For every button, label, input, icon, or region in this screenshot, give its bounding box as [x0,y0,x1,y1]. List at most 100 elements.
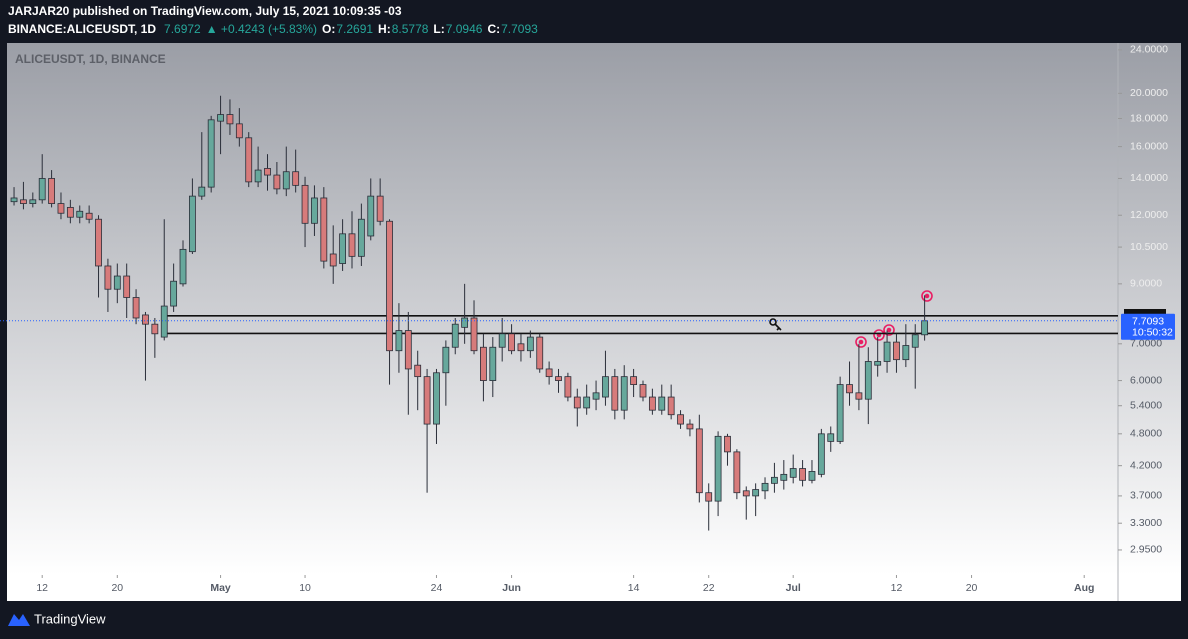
candle-body [66,206,74,218]
x-tick-label: Jun [502,582,521,594]
price-label: 7.7093 [1132,316,1164,328]
candle-body [217,114,224,122]
candle-body [489,346,497,381]
header-value: 7.6972 [164,22,201,36]
chart-title: ALICEUSDT, 1D, BINANCE [15,52,166,66]
highlight-dot [924,293,930,299]
candle-body [311,197,318,224]
brand: TradingView [34,611,106,626]
header-value: C: [487,22,500,36]
candle-body [667,396,675,416]
x-tick-label: 20 [966,582,978,594]
candle-body [602,376,609,398]
candle-body [48,178,55,204]
y-tick-label: 14.0000 [1130,172,1168,184]
candle-body [705,492,713,502]
symbol-line: BINANCE:ALICEUSDT, 1D 7.6972 ▲ +0.4243 (+… [8,22,538,36]
candle-body [132,297,140,319]
y-tick-label: 7.0000 [1130,338,1162,350]
candle-body [273,174,281,190]
candle-body [883,341,891,362]
candle-body [733,451,741,494]
candle-body [508,333,515,352]
candle-body [235,123,243,139]
highlight [855,336,867,348]
candle-body [160,305,168,338]
candle-body [442,346,450,374]
candle-body [630,376,638,385]
candle-body [320,197,328,262]
candle-body [10,197,18,203]
key-tooth [776,327,780,331]
publish-line: JARJAR20 published on TradingView.com, J… [8,4,402,18]
x-tick-label: 24 [431,582,443,594]
y-tick-label: 9.0000 [1130,278,1162,290]
chart-background [7,43,1181,575]
candle-body [179,248,187,285]
candle-body [376,195,384,222]
candle-body [57,203,65,214]
key-shaft [774,323,782,331]
header-value: 8.5778 [392,22,429,36]
candle-body [742,490,750,497]
candle-body [564,376,572,398]
candle-body [677,414,684,425]
candle-body [480,346,487,381]
candle-body [592,392,600,400]
y-tick-label: 24.0000 [1130,44,1168,56]
candle-body [902,345,910,361]
candle-body [95,218,102,267]
header-value: L: [433,22,444,36]
candle-body [648,396,656,411]
candle-body [686,423,694,430]
candle-body [836,384,844,442]
candle-body [470,317,478,352]
candle-body [254,169,262,183]
candle-body [113,275,121,290]
candle-body [555,376,562,381]
candle-body [207,119,215,188]
highlight [873,329,885,341]
candle-body [151,323,159,335]
y-tick-label: 18.0000 [1130,112,1168,124]
candle-body [536,336,544,370]
candle-body [911,334,919,348]
candle-body [799,468,806,481]
candle-body [789,468,797,478]
header-value: 7.0946 [446,22,483,36]
candle-body [498,333,506,348]
candle-body [85,212,93,220]
candle-body [226,114,234,125]
highlight [883,324,895,336]
y-tick-label: 3.7000 [1130,490,1162,502]
candle-body [761,482,769,492]
candle-body [526,336,534,352]
candle-body [189,195,196,253]
x-tick-label: 12 [36,582,48,594]
candle-body [423,376,431,425]
candle-body [874,361,882,366]
candle-body [461,317,469,328]
header-value: ▲ +0.4243 (+5.83%) [206,22,317,36]
candle-body [893,341,900,361]
candle-body [573,396,581,409]
logo-mark [8,614,30,626]
candle-body [367,195,375,237]
candle-body [104,265,112,290]
key-ring [769,318,777,326]
candle-body [123,275,131,298]
candle-body [357,218,365,257]
candle-body [611,376,619,411]
x-tick-label: Jul [786,582,801,594]
candle-body [20,199,27,204]
candle-body [339,233,346,264]
candle-body [827,433,835,442]
header-value: 7.2691 [336,22,373,36]
y-tick-label: 2.9500 [1130,544,1162,556]
candle-body [724,435,731,453]
candle-body [264,168,271,176]
y-tick-label: 16.0000 [1130,140,1168,152]
candle-body [38,178,46,201]
candle-body [583,396,591,409]
candle-body [414,364,422,378]
